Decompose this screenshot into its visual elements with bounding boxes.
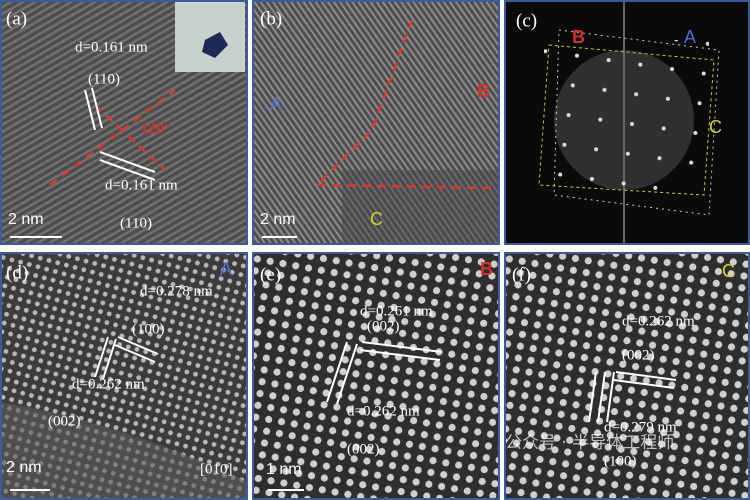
annotation: (110): [120, 215, 152, 231]
panel-label: (e): [260, 264, 281, 285]
annotation: d=0.262 nm: [622, 313, 695, 329]
panel-label: (f): [512, 264, 531, 285]
panel-f: (f) C d=0.262 nm (002) d=0.279 nm (100): [504, 252, 750, 500]
scale-bar-label: 2 nm: [8, 211, 44, 228]
panel-b: (b) A B C 2 nm: [252, 0, 500, 245]
annotation: d=0.278 nm: [140, 283, 213, 299]
annotation: d=0.262 nm: [72, 376, 145, 392]
scale-bar-label: 1 nm: [266, 461, 302, 478]
annotation: C: [722, 261, 735, 281]
annotation: (002): [367, 318, 400, 334]
annotation: A: [220, 259, 232, 279]
annotation: (110): [88, 71, 120, 87]
annotation: C: [709, 117, 722, 137]
annotation: (002): [48, 413, 81, 429]
scale-bar-label: 2 nm: [260, 211, 296, 228]
panel-label: (b): [260, 8, 282, 29]
annotation: B: [572, 27, 585, 47]
panel-d: (d) A d=0.278 nm (100) d=0.262 nm (002) …: [0, 252, 248, 500]
annotation: B: [480, 259, 493, 279]
annotation: B: [477, 81, 490, 101]
annotation: (100): [604, 453, 637, 469]
panel-e: (e) B d=0.261 nm (002) d=0.262 nm (002) …: [252, 252, 500, 500]
watermark: 公众号 · 半导体工程师: [505, 433, 674, 453]
annotation: d=0.262 nm: [347, 403, 420, 419]
annotation: (100): [132, 321, 165, 337]
annotation: d=0.161 nm: [75, 39, 148, 55]
panel-label: (c): [516, 10, 537, 31]
annotation: C: [370, 209, 383, 229]
annotation: A: [684, 27, 696, 47]
scale-bar-label: 2 nm: [6, 459, 42, 476]
annotation: d=0.261 nm: [360, 303, 433, 319]
panel-a: (a) d=0.161 nm (110) 120° d=0.161 nm (11…: [0, 0, 248, 245]
annotation: 120°: [140, 121, 170, 138]
panel-label: (a): [6, 8, 27, 29]
annotation: A: [270, 94, 282, 114]
panel-c: (c) B A C: [504, 0, 750, 245]
annotation: d=0.279 nm: [604, 419, 677, 435]
annotation: d=0.161 nm: [105, 177, 178, 193]
annotation: [010]: [200, 461, 233, 477]
annotation: (002): [622, 347, 655, 363]
annotation: (002): [347, 441, 380, 457]
panel-label: (d): [6, 262, 28, 283]
